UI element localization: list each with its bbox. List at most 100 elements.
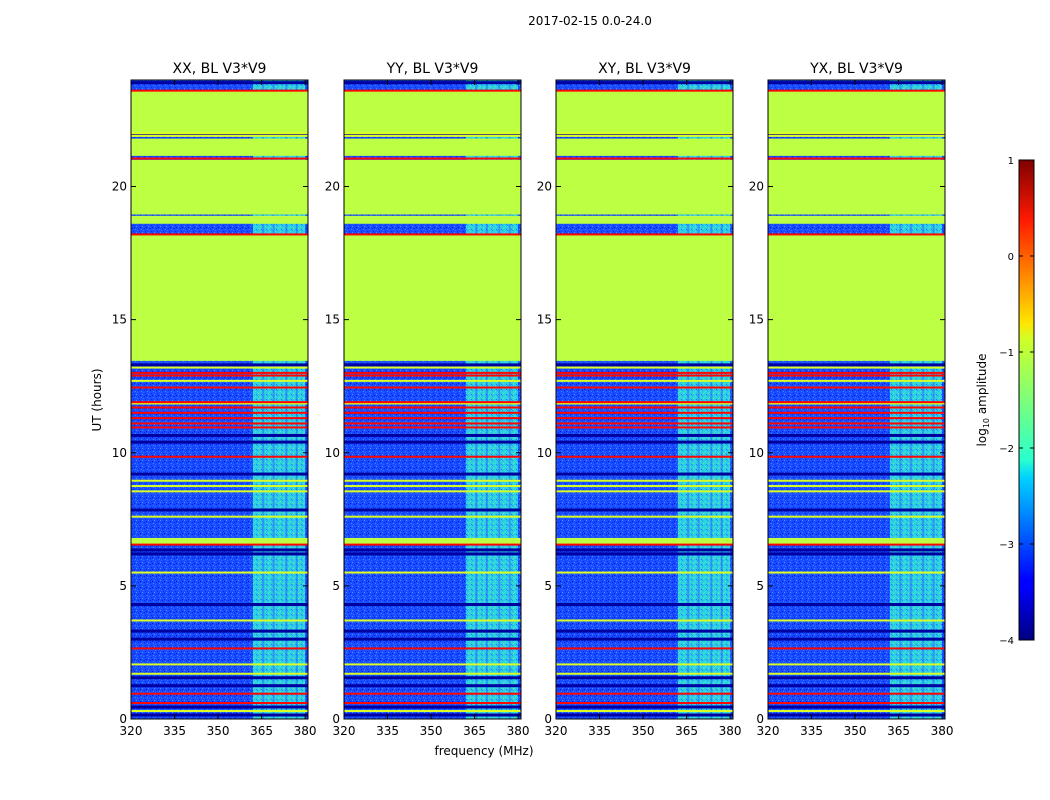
warm-line-6 xyxy=(768,490,945,493)
dark-line-14 xyxy=(768,133,945,137)
warm-line-0 xyxy=(768,710,945,713)
colorbar-tick-label: −3 xyxy=(999,540,1014,551)
panel-title: XY, BL V3*V9 xyxy=(598,61,691,77)
rfi-gap-3 xyxy=(932,80,935,719)
colorbar-tick-label: −1 xyxy=(999,348,1014,359)
warm-line-8 xyxy=(556,479,733,482)
warm-line-13 xyxy=(131,132,308,135)
hot-line-13 xyxy=(768,371,945,374)
warm-line-13 xyxy=(556,132,733,135)
warm-line-2 xyxy=(131,663,308,666)
dark-line-16 xyxy=(556,81,733,85)
suptitle: 2017-02-15 0.0-24.0 xyxy=(528,14,652,28)
rfi-gap-0 xyxy=(899,80,902,719)
hot-line-11 xyxy=(768,386,945,389)
y-tick-label: 20 xyxy=(537,180,552,194)
panel-2: YY, BL V3*V9 320 335 350 365 380 0 5 10 15 20 xyxy=(325,61,530,738)
warm-line-4 xyxy=(344,571,521,574)
warm-line-11 xyxy=(768,366,945,369)
y-tick-label: 0 xyxy=(119,712,127,726)
dark-line-12 xyxy=(556,433,733,437)
warm-line-1 xyxy=(131,672,308,675)
hot-line-7 xyxy=(344,417,521,420)
hot-line-15 xyxy=(344,157,521,160)
panel-frame xyxy=(130,79,309,720)
flagged-block-0 xyxy=(768,234,945,361)
y-tick-label: 15 xyxy=(325,313,340,327)
dark-line-11 xyxy=(344,440,521,444)
dark-line-12 xyxy=(344,433,521,437)
colorbar-tick-label: −2 xyxy=(999,444,1014,455)
x-tick-label: 350 xyxy=(844,724,867,738)
hot-line-7 xyxy=(556,417,733,420)
hot-line-4 xyxy=(768,455,945,458)
warm-line-9 xyxy=(556,402,733,405)
hot-line-7 xyxy=(131,417,308,420)
hot-line-16 xyxy=(556,89,733,92)
x-tick-label: 380 xyxy=(294,724,317,738)
dark-line-16 xyxy=(344,81,521,85)
panel-frame xyxy=(343,79,522,720)
x-tick-label: 335 xyxy=(376,724,399,738)
warm-line-0 xyxy=(556,710,733,713)
y-tick-label: 10 xyxy=(537,446,552,460)
y-tick-label: 15 xyxy=(112,313,127,327)
warm-line-10 xyxy=(768,379,945,382)
warm-line-7 xyxy=(344,485,521,488)
y-tick-label: 0 xyxy=(332,712,340,726)
warm-line-10 xyxy=(556,379,733,382)
dark-line-10 xyxy=(344,472,521,476)
colorbar-tick-label: 0 xyxy=(1008,252,1014,263)
hot-line-0 xyxy=(344,702,521,705)
dark-line-7 xyxy=(556,552,733,556)
colorbar-label: log10 amplitude xyxy=(975,354,991,447)
dark-line-8 xyxy=(768,548,945,552)
dark-line-1 xyxy=(556,705,733,709)
rfi-gap-1 xyxy=(909,80,912,719)
rfi-gap-3 xyxy=(508,80,511,719)
hot-line-8 xyxy=(344,411,521,414)
hot-line-2 xyxy=(768,647,945,650)
y-tick-label: 20 xyxy=(749,180,764,194)
hot-line-3 xyxy=(556,543,733,546)
dark-line-6 xyxy=(344,603,521,607)
hot-line-9 xyxy=(556,406,733,409)
rfi-gap-0 xyxy=(687,80,690,719)
dark-line-9 xyxy=(768,508,945,512)
hot-line-9 xyxy=(131,406,308,409)
dark-line-6 xyxy=(556,603,733,607)
hot-line-3 xyxy=(768,543,945,546)
y-tick-label: 0 xyxy=(544,712,552,726)
x-tick-label: 335 xyxy=(163,724,186,738)
dark-line-3 xyxy=(556,676,733,680)
hot-line-6 xyxy=(768,422,945,425)
flagged-block-2 xyxy=(556,159,733,215)
colorbar-gradient xyxy=(1018,159,1035,641)
dark-line-3 xyxy=(131,676,308,680)
hot-line-12 xyxy=(344,374,521,377)
warm-line-2 xyxy=(556,663,733,666)
panel-3: XY, BL V3*V9 320 335 350 365 380 0 5 10 15 20 xyxy=(537,61,742,738)
flagged-block-3 xyxy=(556,138,733,156)
hot-line-1 xyxy=(131,692,308,695)
dark-line-11 xyxy=(131,440,308,444)
dark-line-5 xyxy=(344,629,521,633)
x-tick-label: 320 xyxy=(545,724,568,738)
hot-line-16 xyxy=(344,89,521,92)
hot-line-3 xyxy=(131,543,308,546)
flagged-block-1 xyxy=(131,215,308,224)
warm-line-8 xyxy=(131,479,308,482)
rfi-gap-2 xyxy=(285,80,288,719)
dark-line-0 xyxy=(344,713,521,717)
hot-line-4 xyxy=(556,455,733,458)
y-axis-label: UT (hours) xyxy=(90,368,104,431)
warm-line-3 xyxy=(768,619,945,622)
dark-line-9 xyxy=(556,508,733,512)
dark-line-2 xyxy=(344,684,521,688)
dark-line-6 xyxy=(768,603,945,607)
dark-line-1 xyxy=(768,705,945,709)
hot-line-13 xyxy=(344,371,521,374)
warm-line-0 xyxy=(131,710,308,713)
x-tick-label: 335 xyxy=(800,724,823,738)
dark-line-11 xyxy=(768,440,945,444)
